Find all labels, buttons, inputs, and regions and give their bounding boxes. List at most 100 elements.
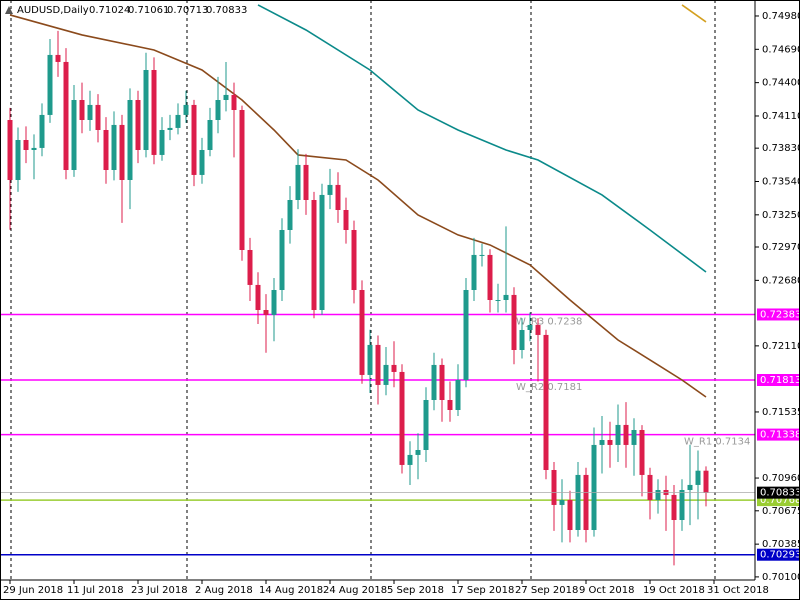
y-tick-label: 0.70385 [762,539,800,550]
moving-average [9,14,707,398]
candle-body [631,430,637,445]
current-price-label: 0.70833 [760,488,800,499]
candle-body [319,194,325,310]
candle-body [503,294,509,300]
x-tick-label: 9 Oct 2018 [579,585,634,596]
candle-body [143,70,149,150]
level-label-box [757,374,799,386]
candle-body [695,470,701,485]
candle-body [71,100,77,170]
level-label: 0.70293 [760,550,800,561]
chart-title: AUDUSD,Daily [17,5,89,16]
y-tick-label: 0.71535 [762,407,800,418]
moving-average [681,4,707,23]
candle-body [415,450,421,455]
x-tick-label: 19 Oct 2018 [643,585,705,596]
candle-body [23,140,29,150]
x-tick-label: 29 Jun 2018 [3,585,63,596]
candle-body [567,500,573,530]
x-tick-label: 31 Oct 2018 [707,585,769,596]
candle-body [271,290,277,315]
y-tick-label: 0.72680 [762,275,800,286]
candle-body [647,474,653,500]
level-annotation: W_R1 0.7134 [684,437,750,448]
y-tick-label: 0.74980 [762,11,800,22]
candle-body [391,364,397,372]
candle-body [31,147,37,150]
candle-body [39,114,45,148]
candle-body [623,424,629,445]
current-price-box [757,486,799,499]
candle-body [127,100,133,180]
candle-body [359,290,365,375]
candle-body [103,130,109,170]
x-tick-label: 24 Aug 2018 [323,585,387,596]
candle-body [255,284,261,310]
candle-body [167,127,173,130]
level-label-box [757,428,799,441]
candle-body [327,184,333,195]
level-annotation: W_R3 0.7238 [516,316,582,327]
candle-body [407,454,413,465]
candle-body [487,254,493,300]
candle-body [335,184,341,210]
candle-body [495,300,501,301]
candle-body [463,290,469,380]
y-tick-label: 0.73540 [762,176,800,187]
candle-body [295,164,301,200]
candle-body [263,310,269,315]
candle-body [535,324,541,335]
level-label: 0.70768 [760,495,800,506]
candle-body [639,430,645,475]
candle-body [7,120,13,180]
y-tick-label: 0.72970 [762,242,800,253]
last-low: 0.70713 [167,5,208,16]
candle-body [455,380,461,410]
candle-body [175,114,181,128]
y-tick-label: 0.70675 [762,506,800,517]
x-tick-label: 14 Aug 2018 [259,585,323,596]
moving-average [257,4,707,273]
candle-body [679,490,685,520]
candle-body [607,440,613,445]
y-tick-label: 0.74400 [762,78,800,89]
level-label-box [757,548,799,561]
level-annotation: W_R2 0.7181 [516,382,582,393]
header: AUDUSD,Daily 0.71024 0.71061 0.70713 0.7… [5,5,247,16]
candle-body [439,364,445,400]
candle-body [55,54,61,62]
candle-body [671,494,677,520]
candle-body [207,120,213,150]
last-close: 0.70833 [206,5,247,16]
candle-body [351,230,357,290]
candle-body [223,94,229,100]
candle-body [703,470,709,493]
candle-body [591,444,597,530]
candle-body [599,440,605,445]
candle-body [399,371,405,465]
candle-body [615,424,621,445]
candle-body [511,294,517,350]
candle-body [583,474,589,530]
candle-body [231,94,237,110]
y-tick-label: 0.73830 [762,143,800,154]
x-tick-label: 2 Aug 2018 [195,585,253,596]
candle-body [87,104,93,120]
candle-body [119,124,125,180]
level-label-box [757,308,799,321]
candle-body [199,150,205,175]
candle-body [655,490,661,500]
candle-body [287,200,293,230]
candle-body [63,61,69,170]
x-tick-label: 23 Jul 2018 [131,585,188,596]
candle-body [423,400,429,450]
last-open: 0.71024 [89,5,130,16]
candle-body [471,254,477,290]
candle-body [151,70,157,155]
candle-body [111,124,117,170]
x-tick-label: 11 Jul 2018 [67,585,124,596]
candle-body [183,104,189,115]
candle-body [479,254,485,256]
candle-body [191,104,197,175]
